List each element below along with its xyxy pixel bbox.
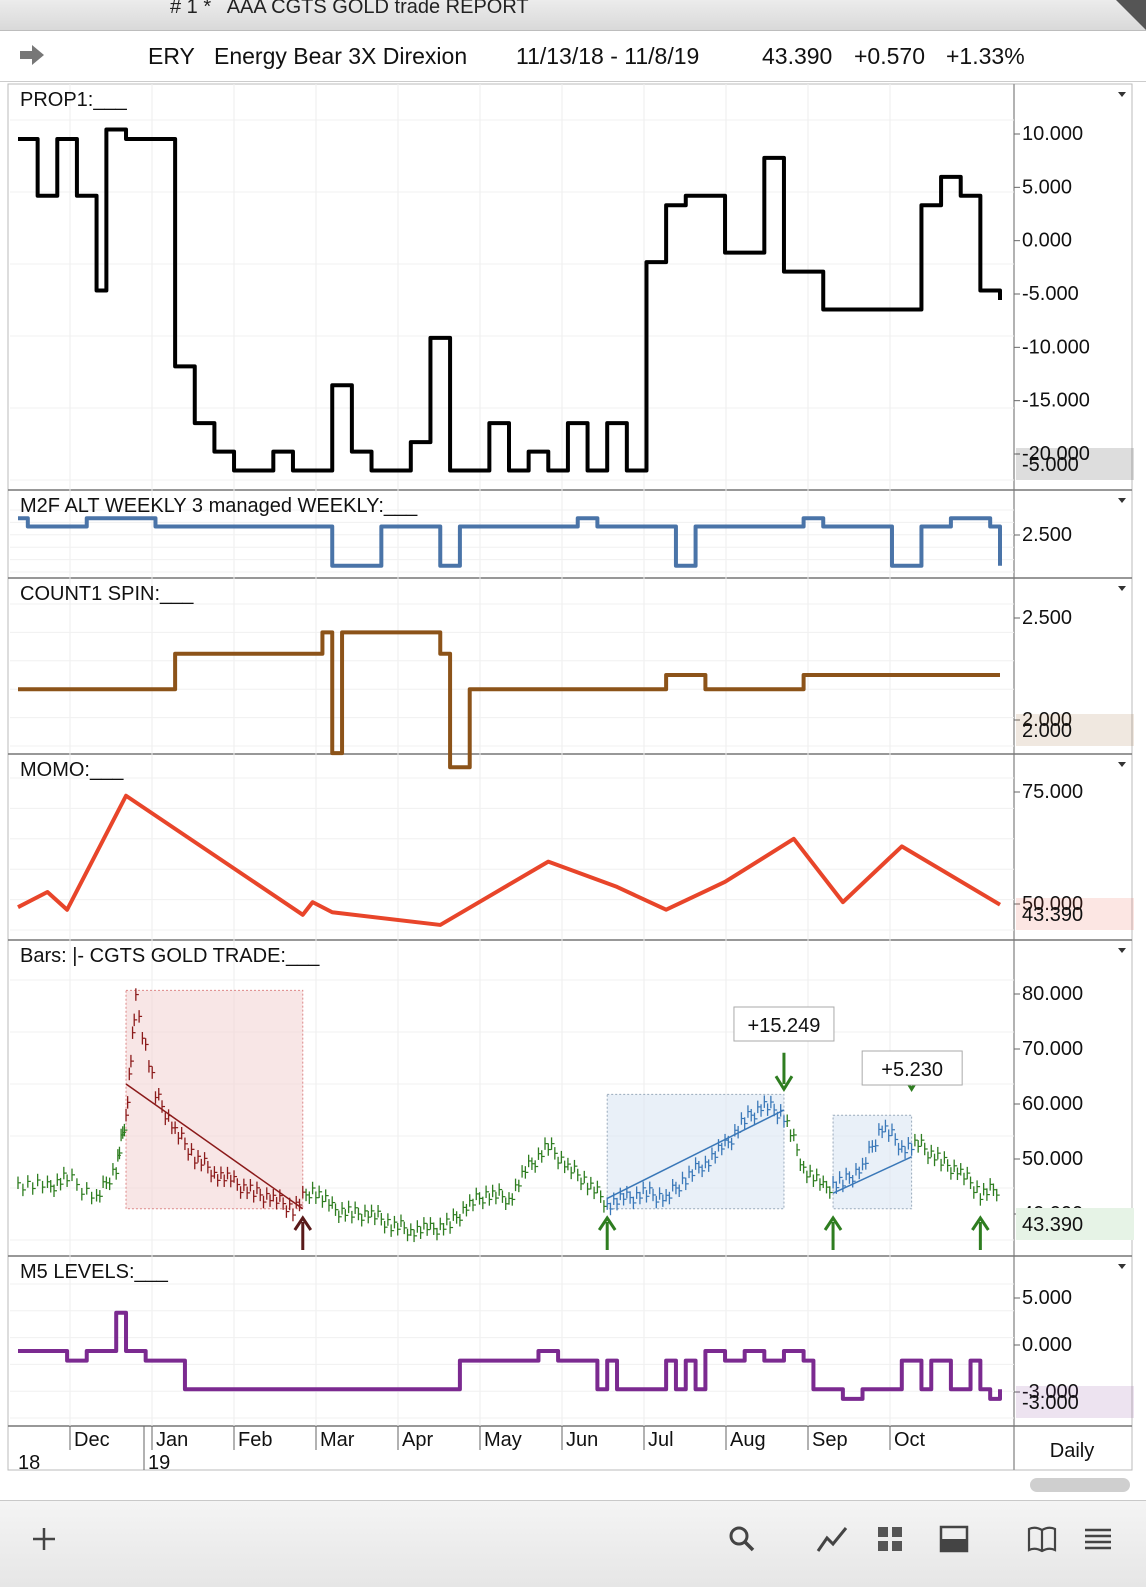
panel-label: PROP1:___ (20, 89, 128, 111)
series-line (17, 793, 1002, 927)
last-value-badge (1016, 448, 1134, 480)
scroll-thumb[interactable] (1030, 1478, 1130, 1492)
y-tick-label: 2.500 (1022, 524, 1072, 546)
menu-icon[interactable] (1078, 1519, 1118, 1559)
grid-icon[interactable] (870, 1519, 910, 1559)
last-value-label: 2.000 (1022, 720, 1072, 742)
date-range: 11/13/18 - 11/8/19 (516, 43, 700, 69)
chevron-down-icon (1118, 762, 1126, 767)
symbol-ticker: ERY (148, 43, 195, 69)
long-trade-box (832, 1114, 913, 1210)
search-icon[interactable] (722, 1519, 762, 1559)
last-value-label: 43.390 (1022, 1214, 1083, 1236)
chevron-down-icon (1118, 498, 1126, 503)
trend-line (832, 1156, 912, 1194)
symbol-header: ERY Energy Bear 3X Direxion 11/13/18 - 1… (0, 31, 1146, 82)
y-tick-label: -5.000 (1022, 283, 1079, 305)
series-line (18, 630, 1000, 770)
chevron-down-icon (1118, 586, 1126, 591)
y-tick-label: 0.000 (1022, 1334, 1072, 1356)
y-tick-label: 60.000 (1022, 1093, 1083, 1115)
y-tick-label: 75.000 (1022, 781, 1083, 803)
last-value-badge (1016, 1386, 1134, 1418)
y-tick-label: 0.000 (1022, 230, 1072, 252)
chart-frame (7, 83, 1133, 1471)
panel-label: MOMO:___ (20, 759, 124, 781)
panel-label: Bars: |- CGTS GOLD TRADE:___ (20, 945, 320, 967)
up-arrow-icon (293, 1215, 313, 1250)
chevron-down-icon (1118, 92, 1126, 97)
up-arrow-icon (971, 1215, 990, 1250)
panel-label: COUNT1 SPIN:___ (20, 583, 194, 605)
y-tick-label: 50.000 (1022, 1148, 1083, 1170)
price-change: +0.570 (854, 43, 925, 69)
month-label: Jan (156, 1429, 188, 1451)
panel-icon[interactable] (934, 1519, 974, 1559)
down-arrow-icon (774, 1052, 794, 1093)
month-label: Oct (894, 1429, 926, 1451)
arrow-right-icon[interactable] (18, 43, 46, 67)
y-tick-label: 70.000 (1022, 1038, 1083, 1060)
window-title: # 1 * AAA CGTS GOLD trade REPORT (170, 0, 529, 18)
window-corner (1116, 0, 1146, 30)
y-tick-label: 50.000 (1022, 893, 1083, 915)
bottom-toolbar (0, 1500, 1146, 1587)
gain-annotation-label: +15.249 (748, 1015, 821, 1037)
y-tick-label: 5.000 (1022, 1287, 1072, 1309)
y-tick-label: -20.000 (1022, 443, 1090, 465)
up-arrow-icon (597, 1215, 617, 1250)
series-line (18, 127, 1002, 473)
panel-label: M2F ALT WEEKLY 3 managed WEEKLY:___ (20, 495, 418, 517)
y-tick-label: -3.000 (1022, 1381, 1079, 1403)
month-label: May (484, 1429, 522, 1451)
year-label: 18 (18, 1452, 40, 1474)
last-value-label: -5.000 (1022, 454, 1079, 476)
y-tick-label: -15.000 (1022, 390, 1090, 412)
y-tick-label: 10.000 (1022, 123, 1083, 145)
y-tick-label: 5.000 (1022, 176, 1072, 198)
last-value-label: 43.390 (1022, 904, 1083, 926)
month-label: Mar (320, 1429, 355, 1451)
line-chart-icon[interactable] (812, 1519, 852, 1559)
trend-line (125, 1083, 304, 1210)
interval-label: Daily (1050, 1440, 1094, 1462)
y-tick-label: 2.500 (1022, 607, 1072, 629)
chart-area[interactable]: Dec Jan Feb Mar Apr May Jun Jul Aug Sep Oct 18 19 Dai… (0, 0, 1146, 1500)
panel-label: M5 LEVELS:___ (20, 1261, 169, 1283)
month-label: Feb (238, 1429, 272, 1451)
book-icon[interactable] (1022, 1519, 1062, 1559)
series-line (18, 1310, 1002, 1401)
month-label: Jun (566, 1429, 598, 1451)
series-line (18, 516, 1002, 568)
gain-annotation-box (733, 1006, 835, 1042)
window-titlebar: # 1 * AAA CGTS GOLD trade REPORT (0, 0, 1146, 31)
y-tick-label: 2.000 (1022, 709, 1072, 731)
last-value-badge (1016, 714, 1134, 746)
gain-annotation-label: +5.230 (881, 1059, 943, 1081)
up-arrow-icon (823, 1215, 843, 1250)
chevron-down-icon (1118, 1264, 1126, 1269)
month-label: Apr (402, 1429, 433, 1451)
chevron-down-icon (1118, 948, 1126, 953)
plus-icon[interactable] (24, 1519, 64, 1559)
last-value-badge (1016, 1208, 1134, 1240)
price-change-pct: +1.33% (946, 43, 1025, 69)
symbol-name: Energy Bear 3X Direxion (214, 43, 468, 69)
y-tick-label: 80.000 (1022, 983, 1083, 1005)
trend-line (606, 1109, 785, 1200)
month-label: Jul (648, 1429, 674, 1451)
month-label: Sep (812, 1429, 848, 1451)
month-label: Dec (74, 1429, 110, 1451)
gain-annotation-box (861, 1050, 963, 1086)
year-label: 19 (148, 1452, 170, 1474)
month-label: Aug (730, 1429, 766, 1451)
y-tick-label: -10.000 (1022, 336, 1090, 358)
last-price: 43.390 (762, 43, 833, 69)
last-value-label: -3.000 (1022, 1392, 1079, 1414)
last-value-badge (1016, 898, 1134, 930)
